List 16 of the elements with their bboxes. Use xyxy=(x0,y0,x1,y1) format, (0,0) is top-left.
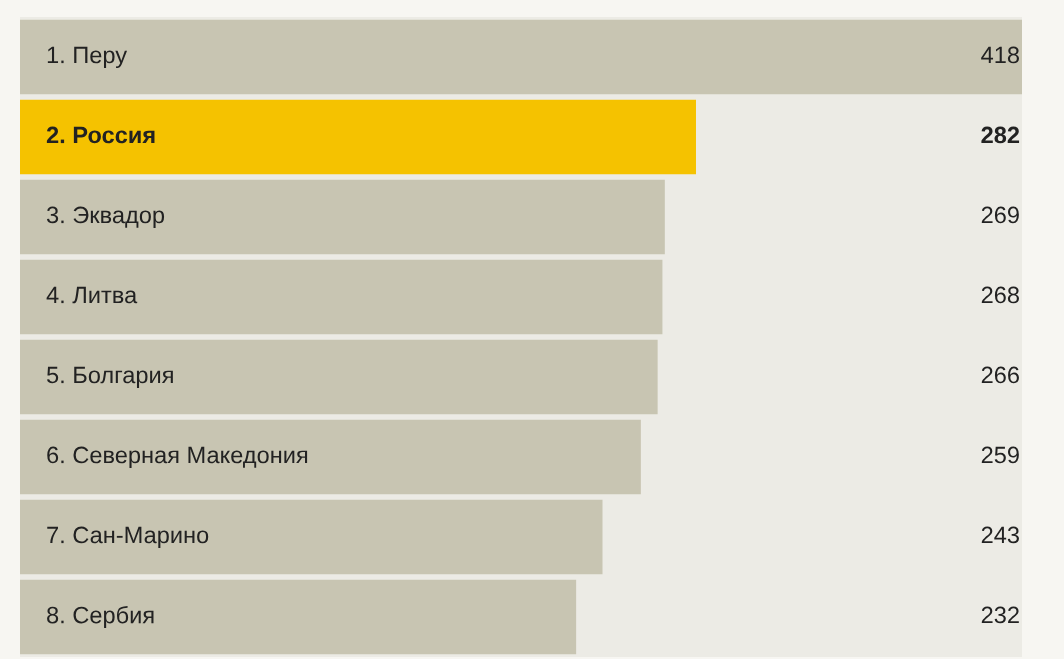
y-tick-label: 2. Россия xyxy=(46,126,155,144)
data-label: 259 xyxy=(981,446,1019,464)
y-tick-label: 6. Северная Македония xyxy=(47,446,308,468)
data-label: 243 xyxy=(981,526,1019,544)
y-tick-label: 8. Сербия xyxy=(47,605,154,629)
y-tick-label: 7. Сан-Марино xyxy=(47,526,209,549)
data-label: 269 xyxy=(981,206,1019,224)
y-tick-label: 3. Эквадор xyxy=(46,206,165,228)
y-tick-label: 5. Болгария xyxy=(47,366,173,388)
data-label: 268 xyxy=(981,286,1019,304)
data-label: 232 xyxy=(981,606,1019,624)
data-label: 282 xyxy=(981,126,1020,144)
data-label: 418 xyxy=(981,46,1019,64)
y-tick-label: 4. Литва xyxy=(46,286,138,304)
data-label: 266 xyxy=(981,366,1019,384)
y-tick-label: 1. Перу xyxy=(47,46,128,68)
